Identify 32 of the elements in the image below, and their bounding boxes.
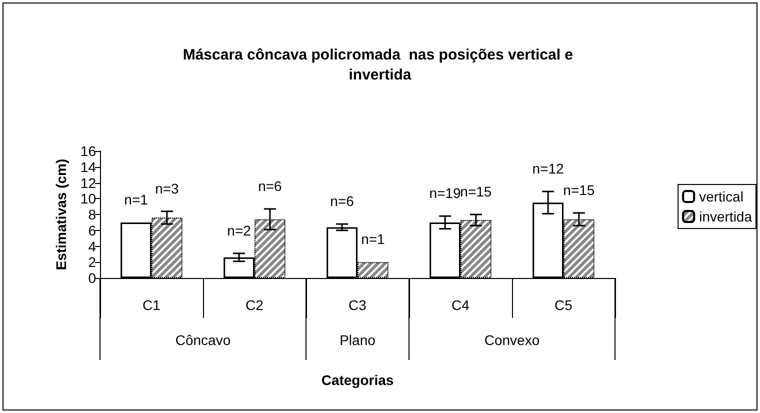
y-tick-label: 14 — [80, 158, 96, 175]
y-tick-label: 4 — [88, 238, 96, 254]
legend-label: vertical — [699, 188, 744, 204]
annotation: n=3 — [155, 180, 180, 196]
text: Plano — [340, 332, 376, 348]
annotation: n=12 — [532, 160, 564, 176]
text: Categorias — [321, 372, 394, 388]
legend-label: invertida — [699, 208, 752, 224]
y-tick-label: 16 — [80, 143, 96, 159]
x-tick-label: C5 — [554, 297, 573, 313]
chart-title: Máscara côncava policromada nas posições vertical e invertida — [182, 46, 578, 84]
annotation: n=1 — [361, 231, 386, 248]
annotation: n=6 — [258, 178, 282, 194]
annotation: n=6 — [330, 193, 354, 210]
y-tick-label: 10 — [80, 190, 96, 207]
text: Côncavo — [175, 332, 231, 348]
y-tick-label: 8 — [88, 206, 96, 222]
x-tick-label: C1 — [142, 297, 161, 313]
y-tick-label: 6 — [88, 222, 96, 238]
annotation: n=2 — [227, 222, 252, 238]
annotation: n=19 — [429, 185, 462, 202]
y-tick-label: 0 — [88, 270, 96, 286]
annotation: n=15 — [460, 184, 492, 200]
text: Convexo — [484, 332, 540, 348]
x-tick-label: C3 — [348, 297, 367, 313]
x-tick-label: C4 — [452, 297, 470, 313]
annotation: n=15 — [563, 182, 595, 198]
y-axis-title: Estimativas (cm) — [53, 158, 69, 270]
y-tick-label: 12 — [80, 174, 96, 191]
y-tick-label: 2 — [88, 254, 96, 270]
annotation: n=1 — [124, 191, 148, 208]
x-tick-label: C2 — [246, 297, 264, 313]
